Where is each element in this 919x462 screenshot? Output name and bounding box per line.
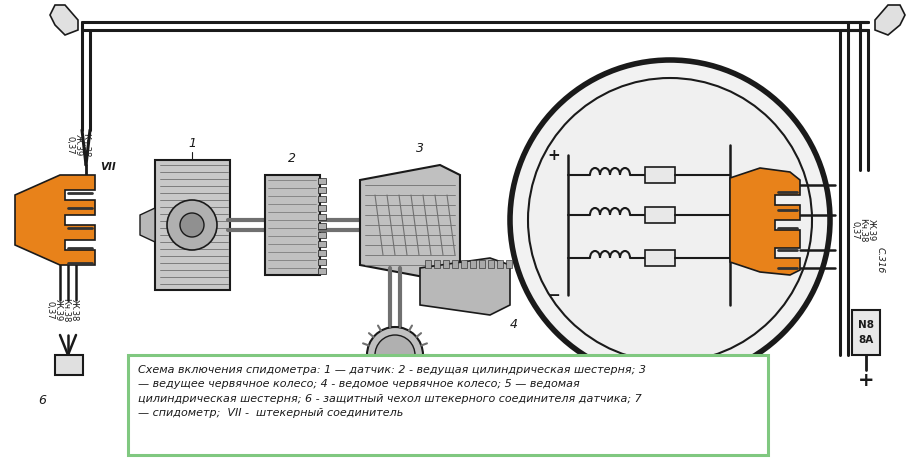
Polygon shape [506,260,512,268]
Circle shape [528,78,812,362]
Text: N8: N8 [858,320,874,330]
Polygon shape [420,258,510,315]
Text: Кч.38: Кч.38 [82,133,90,157]
Text: С.31б: С.31б [876,247,884,273]
Bar [55,355,83,375]
Text: 0,37: 0,37 [65,136,74,154]
Polygon shape [730,168,800,275]
Polygon shape [452,260,458,268]
Bar [318,196,326,202]
Bar [318,214,326,220]
Bar [318,250,326,256]
Text: VII: VII [100,162,116,172]
Circle shape [167,200,217,250]
Text: 0,37: 0,37 [46,301,54,319]
Text: 2: 2 [288,152,296,165]
Bar [318,187,326,193]
Text: Кч.38: Кч.38 [858,218,868,242]
Bar [128,355,768,455]
Polygon shape [50,5,78,35]
Bar [318,259,326,265]
Text: 1: 1 [188,137,196,150]
Bar [155,160,230,290]
Bar [318,205,326,211]
Polygon shape [443,260,449,268]
Polygon shape [425,260,431,268]
Bar [318,232,326,238]
Bar [645,250,675,266]
Text: Кч.38: Кч.38 [62,298,71,322]
Text: +: + [547,147,560,163]
Circle shape [510,60,830,380]
Polygon shape [470,260,476,268]
Text: +: + [857,371,874,389]
Polygon shape [434,260,440,268]
Circle shape [367,327,423,383]
Text: −: − [547,287,560,303]
Text: Ж.39: Ж.39 [74,134,83,156]
Bar [318,223,326,229]
Bar [852,310,880,355]
Text: 0,37: 0,37 [850,221,859,239]
Bar [645,207,675,223]
Text: 5: 5 [391,395,399,408]
Text: Ж.39: Ж.39 [867,219,876,241]
Text: Ж.38: Ж.38 [70,299,78,321]
Text: 6: 6 [38,394,46,407]
Text: Ж.39: Ж.39 [53,299,62,321]
Bar [318,178,326,184]
Circle shape [180,213,204,237]
Polygon shape [875,5,905,35]
Polygon shape [488,260,494,268]
Text: 3: 3 [416,142,424,155]
Text: Схема включения спидометра: 1 — датчик: 2 - ведущая цилиндрическая шестерня; 3
—: Схема включения спидометра: 1 — датчик: … [138,365,646,418]
Polygon shape [479,260,485,268]
Polygon shape [360,165,460,280]
Polygon shape [140,208,155,242]
Bar [645,167,675,183]
Polygon shape [15,175,95,265]
Text: 8A: 8A [858,335,874,345]
Text: 4: 4 [510,318,518,331]
Polygon shape [497,260,503,268]
Polygon shape [461,260,467,268]
Circle shape [375,335,415,375]
Bar [318,241,326,247]
Text: 7: 7 [666,392,674,405]
Bar [318,268,326,274]
Bar [265,175,320,275]
